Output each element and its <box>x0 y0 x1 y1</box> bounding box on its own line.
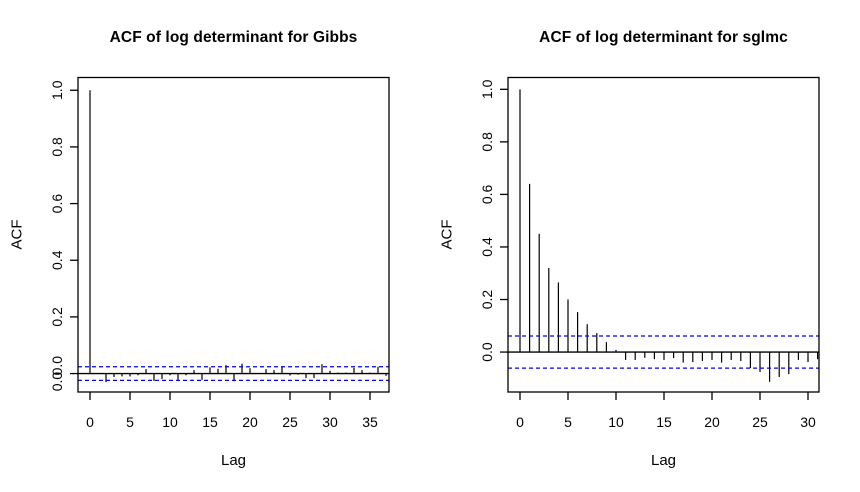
plot-title: ACF of log determinant for sglmc <box>539 29 788 46</box>
x-tick-label: 10 <box>162 414 178 430</box>
y-tick-label: 0.0 <box>49 372 65 392</box>
x-axis-label: Lag <box>650 452 677 469</box>
x-tick-label: 15 <box>656 414 672 430</box>
x-tick-label: 0 <box>86 414 94 430</box>
x-tick-label: 5 <box>126 414 134 430</box>
y-tick-label: 0.8 <box>49 137 65 157</box>
y-tick-label: 0.0 <box>49 356 65 376</box>
x-tick-label: 35 <box>362 414 378 430</box>
x-tick-label: 20 <box>242 414 258 430</box>
x-axis-label: Lag <box>220 452 247 469</box>
y-tick-label: 1.0 <box>479 79 495 99</box>
x-tick-label: 5 <box>564 414 572 430</box>
x-tick-label: 20 <box>704 414 720 430</box>
x-tick-label: 15 <box>202 414 218 430</box>
y-tick-label: 0.4 <box>479 237 495 257</box>
acf-plot-canvas: 0 5 10 15 20 25 30 35 1.0 0.8 0.6 0.4 0.2 0.00.0 <box>49 76 390 430</box>
y-tick-label: 0.6 <box>49 194 65 214</box>
x-tick-label: 25 <box>752 414 768 430</box>
x-tick-label: 10 <box>608 414 624 430</box>
y-tick-label: 0.0 <box>479 342 495 362</box>
plot-title: ACF of log determinant for Gibbs <box>109 29 358 46</box>
x-tick-label: 25 <box>282 414 298 430</box>
x-tick-label: 30 <box>322 414 338 430</box>
y-tick-label: 0.8 <box>479 132 495 152</box>
y-tick-label: 0.2 <box>479 290 495 310</box>
plot-box <box>507 76 820 393</box>
x-tick-label: 30 <box>800 414 816 430</box>
y-tick-label: 0.2 <box>49 307 65 327</box>
x-tick-label: 0 <box>516 414 524 430</box>
y-tick-label: 0.6 <box>479 184 495 204</box>
y-tick-label: 1.0 <box>49 80 65 100</box>
plot-box <box>77 76 390 393</box>
y-tick-label: 0.4 <box>49 250 65 270</box>
acf-plot-canvas: 0 5 10 15 20 25 30 1.0 0.8 0.6 0.4 0.2 0.0 <box>479 76 820 430</box>
